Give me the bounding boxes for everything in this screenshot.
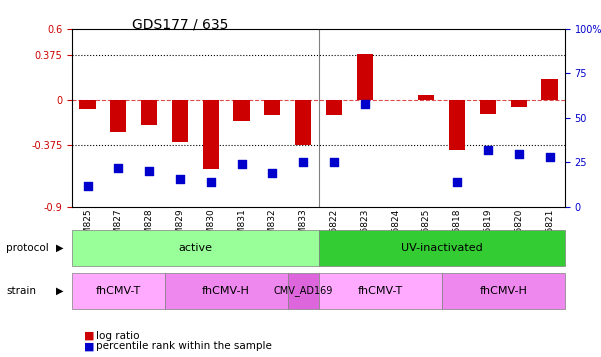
Bar <box>480 100 496 114</box>
Bar <box>295 100 311 145</box>
Point <box>545 154 554 160</box>
Bar <box>264 100 281 115</box>
Point <box>453 179 462 185</box>
Bar <box>110 100 126 132</box>
Bar <box>141 100 157 125</box>
Point <box>175 176 185 181</box>
Text: protocol: protocol <box>6 243 49 253</box>
Bar <box>542 79 558 100</box>
Point <box>144 169 154 174</box>
Text: CMV_AD169: CMV_AD169 <box>273 286 333 296</box>
Text: ▶: ▶ <box>56 286 64 296</box>
Point <box>360 101 370 106</box>
Text: fhCMV-T: fhCMV-T <box>358 286 403 296</box>
Bar <box>172 100 188 142</box>
Bar <box>79 100 96 110</box>
Point <box>483 147 493 153</box>
Text: fhCMV-H: fhCMV-H <box>480 286 527 296</box>
Text: fhCMV-H: fhCMV-H <box>202 286 250 296</box>
Point <box>206 179 216 185</box>
Point <box>114 165 123 171</box>
Text: active: active <box>178 243 212 253</box>
Text: log ratio: log ratio <box>96 331 139 341</box>
Bar <box>356 54 373 100</box>
Bar <box>233 100 249 121</box>
Point <box>237 161 246 167</box>
Text: GDS177 / 635: GDS177 / 635 <box>132 18 228 32</box>
Text: percentile rank within the sample: percentile rank within the sample <box>96 341 272 351</box>
Text: fhCMV-T: fhCMV-T <box>96 286 141 296</box>
Bar <box>418 95 435 100</box>
Point <box>514 151 523 156</box>
Text: ■: ■ <box>84 341 94 351</box>
Bar <box>511 100 527 107</box>
Text: strain: strain <box>6 286 36 296</box>
Point <box>83 183 93 188</box>
Text: ▶: ▶ <box>56 243 64 253</box>
Point <box>298 160 308 165</box>
Point <box>329 160 339 165</box>
Point <box>267 170 277 176</box>
Bar <box>203 100 219 169</box>
Text: ■: ■ <box>84 331 94 341</box>
Bar <box>326 100 342 115</box>
Bar <box>449 100 465 150</box>
Text: UV-inactivated: UV-inactivated <box>401 243 483 253</box>
